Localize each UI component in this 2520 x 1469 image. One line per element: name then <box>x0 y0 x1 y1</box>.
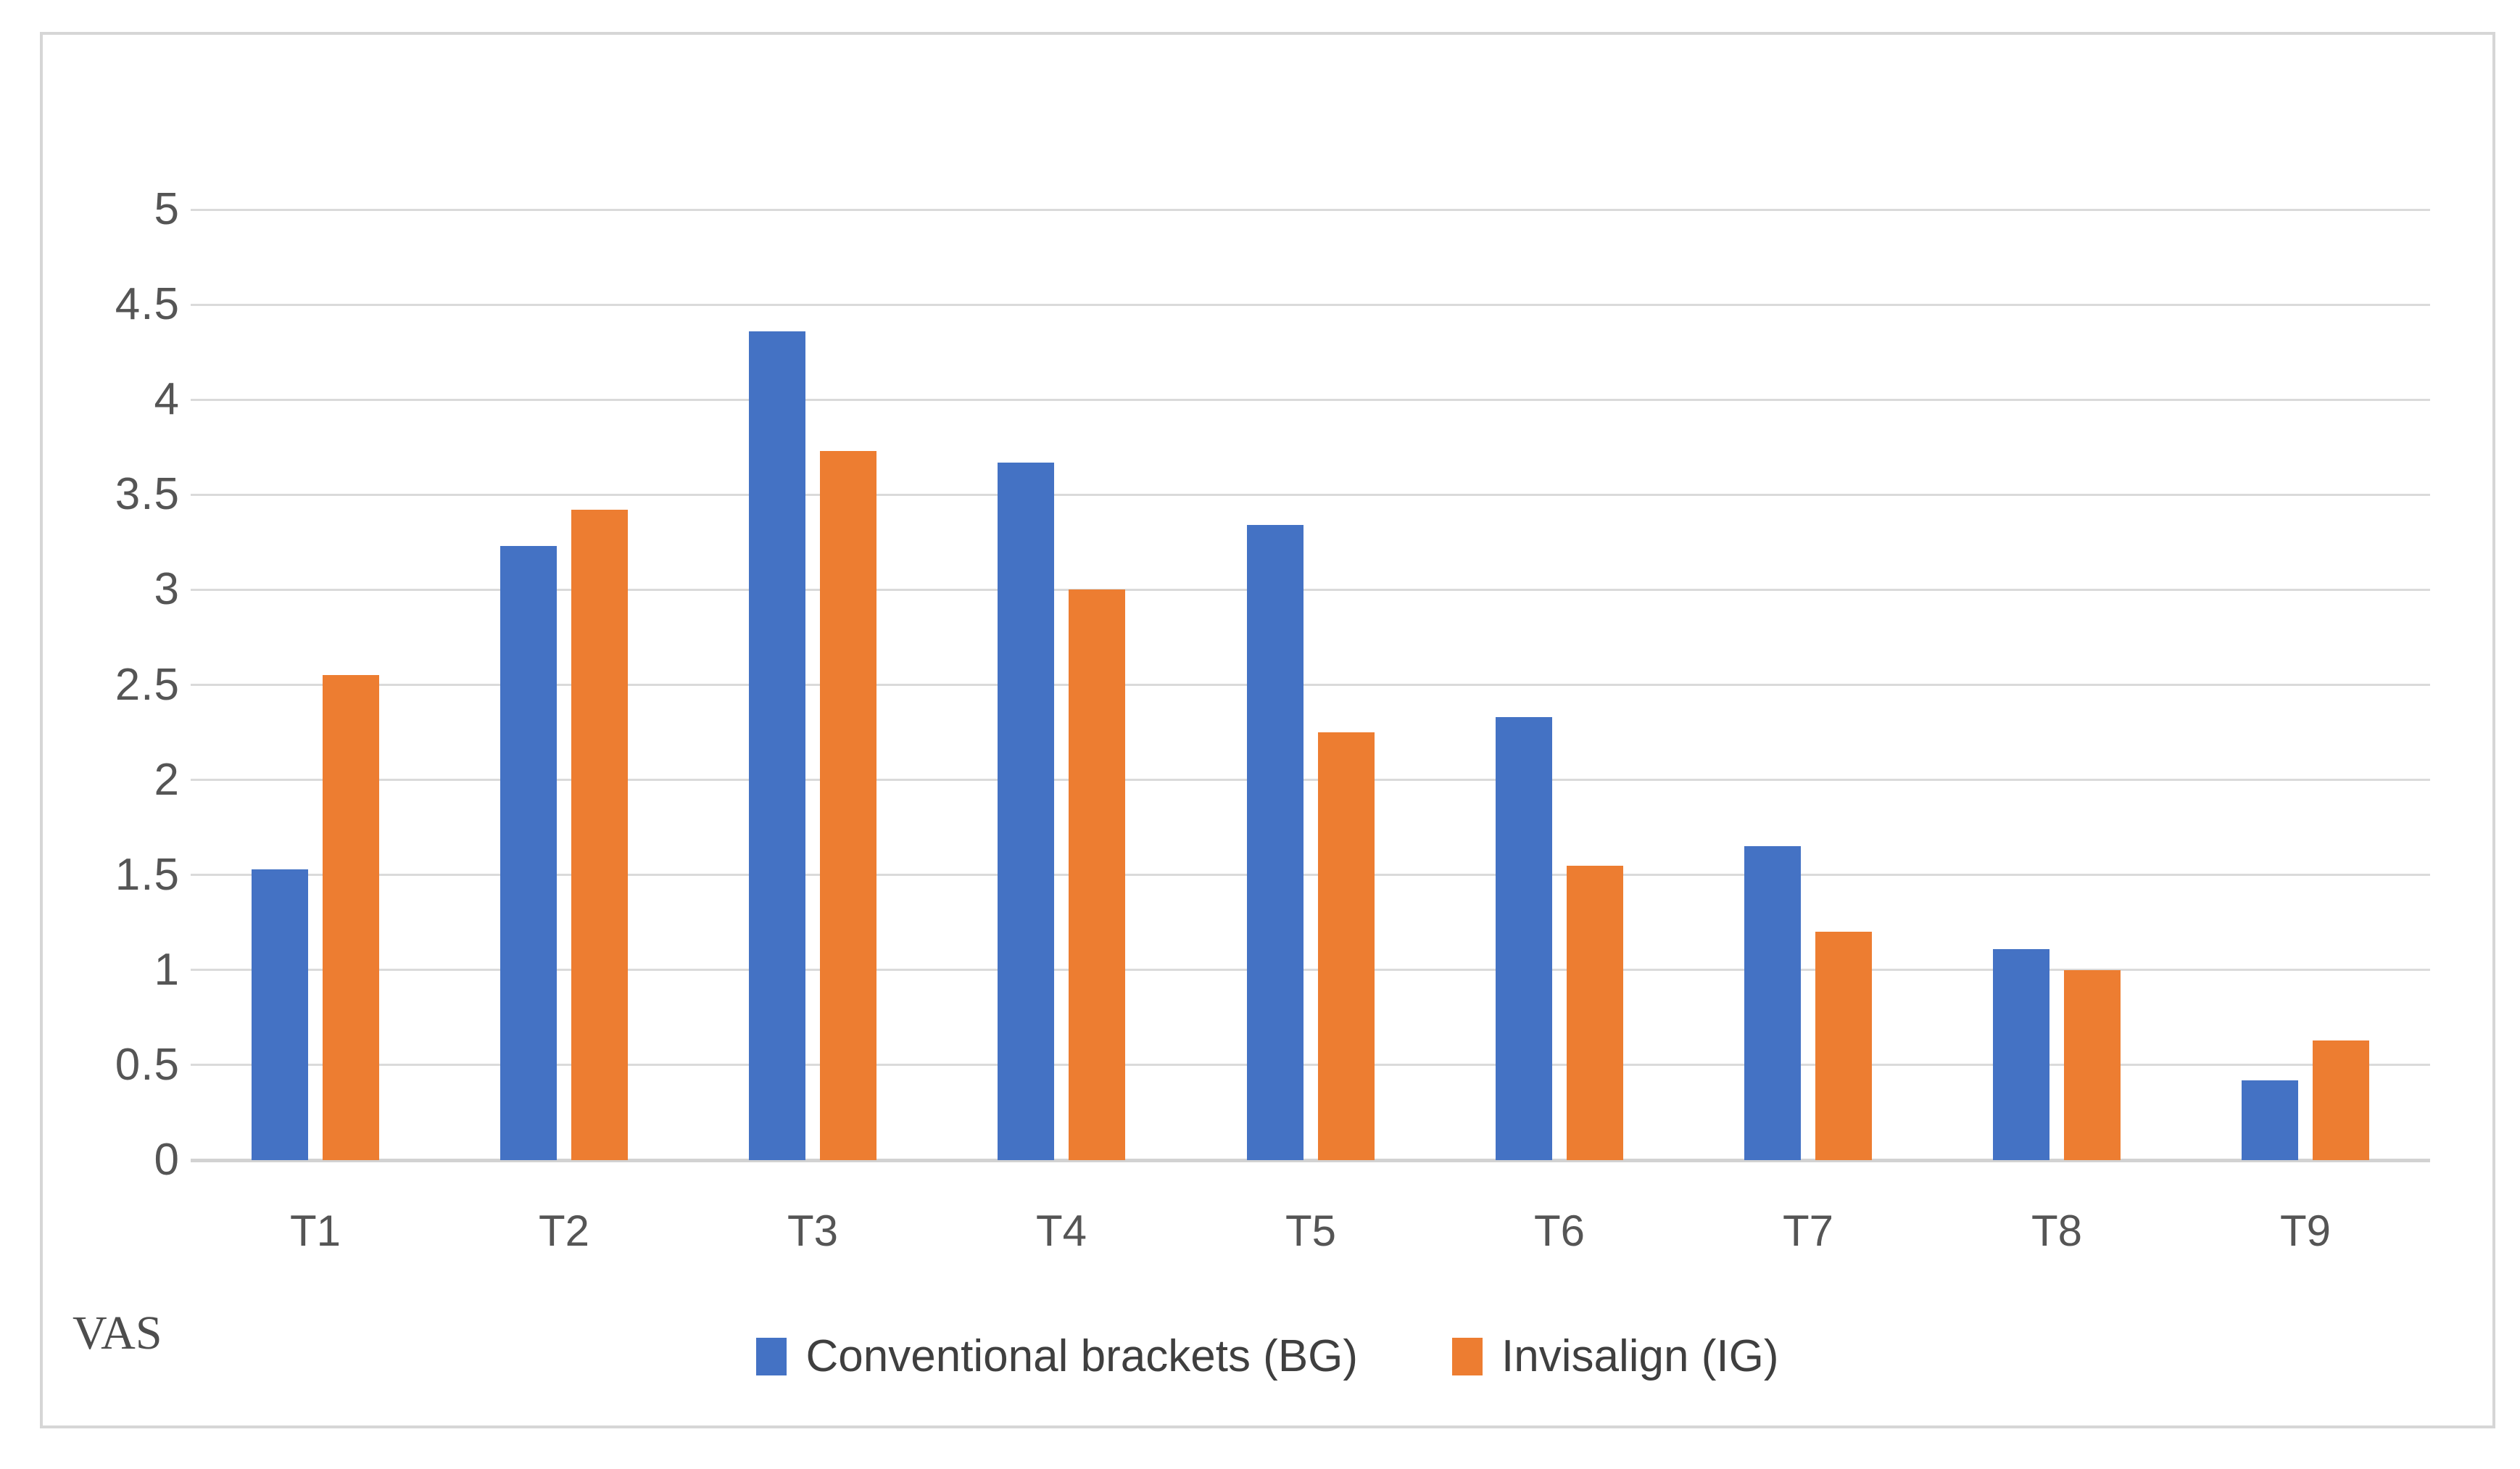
gridline-2 <box>191 779 2430 782</box>
legend-swatch-blue <box>756 1338 787 1375</box>
gridline-3.5 <box>191 493 2430 496</box>
bar-bg-t6 <box>1496 717 1552 1160</box>
bar-bg-t1 <box>252 869 308 1160</box>
bar-ig-t7 <box>1815 932 1872 1160</box>
y-tick-label-1: 1 <box>154 944 180 995</box>
gridline-1.5 <box>191 874 2430 877</box>
y-tick-label-3.5: 3.5 <box>115 469 180 520</box>
legend-label: Conventional brackets (BG) <box>805 1331 1359 1381</box>
bar-bg-t4 <box>998 463 1054 1160</box>
x-tick-label-t7: T7 <box>1782 1207 1834 1255</box>
bar-ig-t3 <box>820 451 876 1160</box>
bar-bg-t5 <box>1247 525 1303 1160</box>
y-tick-label-3: 3 <box>154 564 180 615</box>
bar-bg-t9 <box>2242 1080 2298 1160</box>
y-tick-label-0.5: 0.5 <box>115 1039 180 1090</box>
bar-bg-t8 <box>1993 949 2049 1160</box>
gridline-2.5 <box>191 684 2430 686</box>
bar-ig-t9 <box>2313 1040 2369 1160</box>
gridline-5 <box>191 208 2430 211</box>
bar-bg-t3 <box>749 331 805 1160</box>
bar-ig-t8 <box>2064 970 2121 1160</box>
bar-ig-t4 <box>1069 589 1125 1160</box>
x-tick-label-t8: T8 <box>2031 1207 2083 1255</box>
gridline-1 <box>191 969 2430 972</box>
y-tick-label-1.5: 1.5 <box>115 849 180 900</box>
x-tick-label-t1: T1 <box>289 1207 341 1255</box>
legend: Conventional brackets (BG) Invisalign (IG… <box>40 1331 2495 1382</box>
x-axis-line <box>191 1158 2430 1162</box>
y-tick-label-4.5: 4.5 <box>115 279 180 330</box>
bar-ig-t6 <box>1567 866 1623 1160</box>
bar-ig-t1 <box>323 675 379 1160</box>
y-tick-label-4: 4 <box>154 374 180 425</box>
y-tick-label-2: 2 <box>154 754 180 805</box>
y-tick-label-0: 0 <box>154 1135 180 1185</box>
x-tick-label-t3: T3 <box>787 1207 839 1255</box>
bar-ig-t2 <box>571 510 628 1160</box>
legend-item-conventional-brackets: Conventional brackets (BG) <box>756 1331 1358 1382</box>
x-tick-label-t9: T9 <box>2279 1207 2332 1255</box>
gridline-4.5 <box>191 303 2430 306</box>
gridline-4 <box>191 398 2430 401</box>
legend-swatch-orange <box>1452 1338 1483 1375</box>
legend-label: Invisalign (IG) <box>1501 1331 1779 1381</box>
x-tick-label-t5: T5 <box>1285 1207 1337 1255</box>
gridline-0.5 <box>191 1064 2430 1067</box>
y-tick-label-2.5: 2.5 <box>115 659 180 710</box>
legend-item-invisalign: Invisalign (IG) <box>1452 1331 1779 1382</box>
bar-ig-t5 <box>1318 732 1375 1160</box>
x-tick-label-t2: T2 <box>538 1207 590 1255</box>
bar-bg-t7 <box>1744 846 1801 1160</box>
y-tick-label-5: 5 <box>154 184 180 234</box>
y-axis-title: VAS <box>72 1307 162 1360</box>
bar-bg-t2 <box>500 546 557 1160</box>
gridline-3 <box>191 588 2430 591</box>
x-tick-label-t4: T4 <box>1035 1207 1087 1255</box>
x-tick-label-t6: T6 <box>1533 1207 1586 1255</box>
